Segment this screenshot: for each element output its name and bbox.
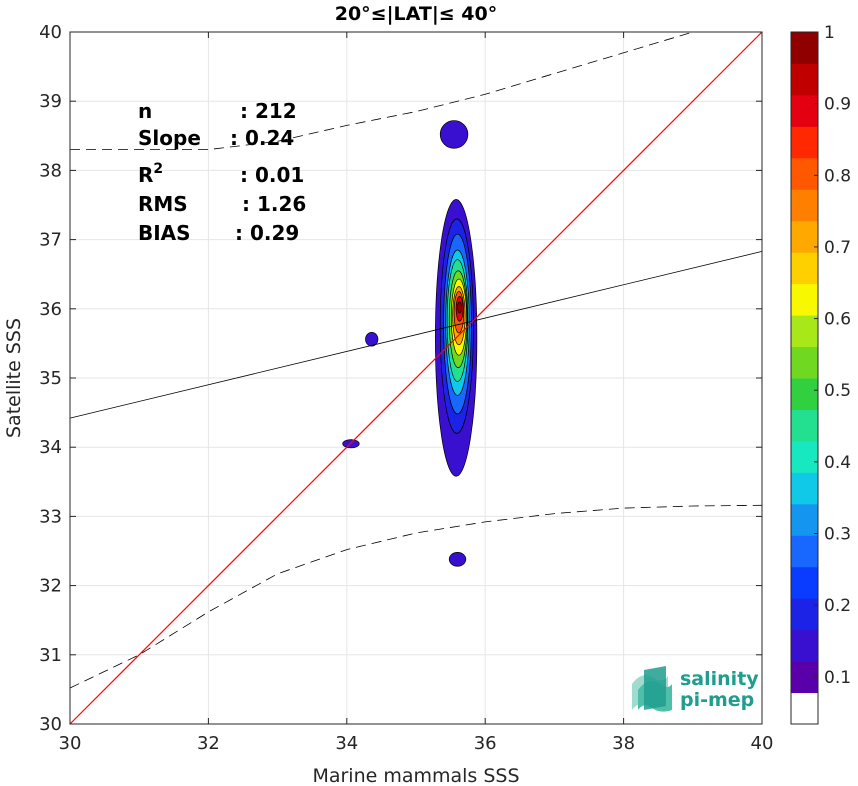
y-tick-label: 33 (39, 506, 62, 527)
colorbar-tick-label: 0.7 (824, 238, 851, 258)
logo-waves-icon (632, 666, 672, 712)
colorbar-segment (791, 661, 818, 694)
regression-line (69, 251, 763, 419)
colorbar-segment (791, 503, 818, 536)
density-contour (439, 120, 469, 149)
colorbar-segment (791, 157, 818, 190)
y-tick-label: 35 (39, 368, 62, 389)
logo-line-2: pi-mep (680, 689, 754, 711)
colorbar: 0.1 0.2 0.3 0.4 0.5 0.6 0.7 0.8 0.9 1 (790, 23, 851, 725)
stat-label: R2 (138, 161, 163, 187)
colorbar-tick-label: 0.4 (824, 453, 851, 473)
colorbar-segment (791, 409, 818, 442)
upper-envelope-line (70, 31, 693, 150)
x-tick-label: 38 (612, 733, 635, 754)
colorbar-tick-label: 0.8 (824, 166, 851, 186)
identity-line (69, 31, 763, 725)
density-contours (342, 120, 478, 567)
colorbar-segment (791, 126, 818, 159)
y-tick-label: 31 (39, 645, 62, 666)
colorbar-segment (791, 629, 818, 662)
stat-value: : 0.29 (235, 221, 299, 245)
chart-title: 20°≤|LAT|≤ 40° (335, 3, 498, 25)
stat-label-sup: 2 (153, 161, 163, 177)
lower-envelope-line (69, 504, 763, 689)
stats-box: n : 212 Slope : 0.24 R2 : 0.01 RMS : 1.26 BIAS : … (138, 99, 306, 245)
stat-label: n (138, 99, 152, 123)
x-tick-label: 36 (474, 733, 497, 754)
colorbar-segment (791, 598, 818, 631)
stat-value: : 1.26 (242, 192, 306, 216)
colorbar-segment (791, 32, 818, 64)
y-tick-label: 34 (39, 437, 62, 458)
y-tick-label: 40 (39, 22, 62, 43)
colorbar-tick-label: 1 (824, 23, 835, 43)
colorbar-segment (791, 63, 818, 96)
y-axis-label: Satellite SSS (3, 318, 25, 438)
x-axis-label: Marine mammals SSS (312, 765, 519, 786)
colorbar-frame (790, 31, 819, 725)
colorbar-segment (791, 535, 818, 568)
y-tick-label: 36 (39, 299, 62, 320)
stat-label: BIAS (138, 221, 191, 245)
colorbar-segment (791, 440, 818, 473)
x-tick-label: 40 (751, 733, 774, 754)
colorbar-segment (791, 252, 818, 285)
colorbar-segment (791, 189, 818, 222)
stat-label: Slope (138, 126, 201, 150)
colorbar-segment (791, 220, 818, 253)
colorbar-segment (791, 472, 818, 505)
stat-value: : 0.01 (240, 163, 304, 187)
axis-ticks: 30 32 34 36 38 40 30 31 32 33 34 35 36 37 38 39 40 (39, 22, 773, 754)
colorbar-segment (791, 94, 818, 127)
stat-label: RMS (138, 192, 188, 216)
colorbar-segment (791, 566, 818, 599)
colorbar-tick-label: 0.6 (824, 310, 851, 330)
colorbar-segment (791, 346, 818, 379)
y-tick-label: 30 (39, 714, 62, 735)
colorbar-tick-label: 0.3 (824, 525, 851, 545)
colorbar-tick-label: 0.9 (824, 95, 851, 115)
x-tick-label: 32 (197, 733, 220, 754)
stat-value: : 212 (240, 99, 297, 123)
colorbar-tick-label: 0.5 (824, 381, 851, 401)
colorbar-tick-label: 0.2 (824, 596, 851, 616)
colorbar-segment (791, 692, 818, 725)
y-tick-label: 37 (39, 230, 62, 251)
reference-lines (69, 31, 763, 725)
x-tick-label: 34 (335, 733, 358, 754)
colorbar-tick-label: 0.1 (824, 668, 851, 688)
y-tick-label: 38 (39, 160, 62, 181)
stat-value: : 0.24 (230, 126, 294, 150)
density-contour (457, 301, 463, 314)
salinity-pi-mep-logo: salinity pi-mep (632, 666, 759, 712)
colorbar-segment (791, 283, 818, 316)
density-contour (365, 331, 379, 347)
colorbar-segment (791, 378, 818, 410)
y-tick-label: 32 (39, 576, 62, 597)
y-tick-label: 39 (39, 91, 62, 112)
density-contour (448, 552, 467, 567)
x-tick-label: 30 (59, 733, 82, 754)
logo-line-1: salinity (680, 668, 759, 690)
colorbar-segment (791, 315, 818, 348)
